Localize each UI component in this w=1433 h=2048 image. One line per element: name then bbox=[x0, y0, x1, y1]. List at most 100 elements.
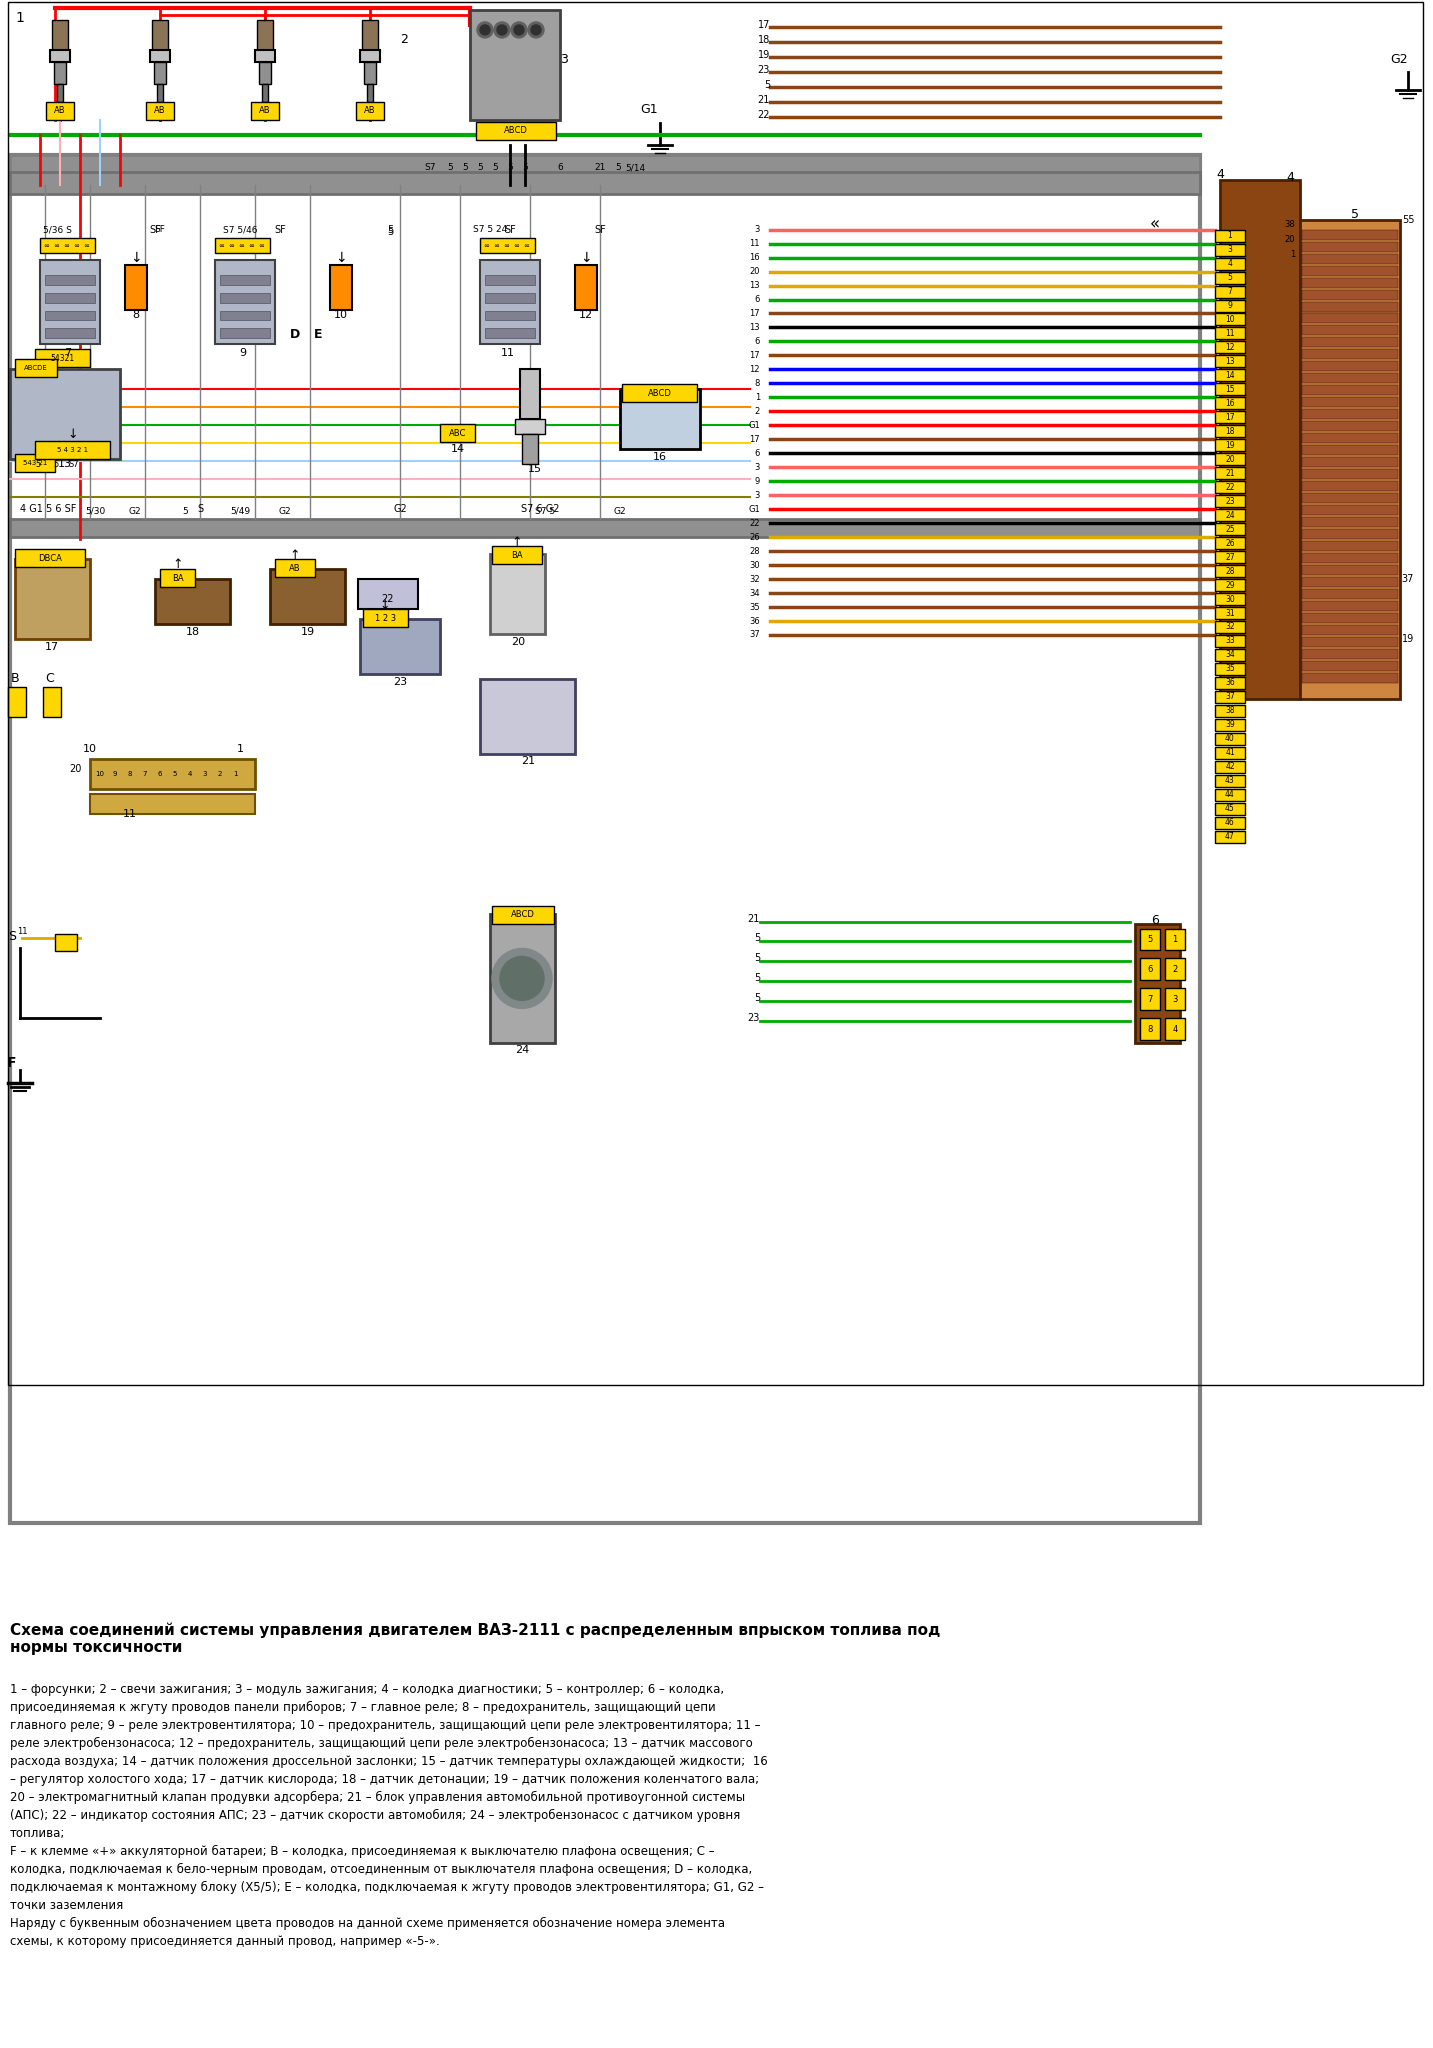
Text: ∞: ∞ bbox=[248, 242, 254, 248]
Bar bbox=[125, 264, 148, 309]
Bar bbox=[1303, 338, 1399, 348]
Text: 7: 7 bbox=[64, 348, 72, 358]
Text: Схема соединений системы управления двигателем ВАЗ-2111 с распределенным впрыско: Схема соединений системы управления двиг… bbox=[10, 1622, 940, 1655]
Text: 4: 4 bbox=[1228, 260, 1232, 268]
Text: 15: 15 bbox=[527, 465, 542, 475]
Bar bbox=[275, 559, 315, 578]
Text: 5: 5 bbox=[447, 164, 453, 172]
Bar bbox=[1215, 537, 1245, 549]
Text: 5: 5 bbox=[492, 164, 497, 172]
Text: 20 – электромагнитный клапан продувки адсорбера; 21 – блок управления автомобиль: 20 – электромагнитный клапан продувки ад… bbox=[10, 1790, 745, 1804]
Bar bbox=[1303, 506, 1399, 516]
Bar bbox=[1303, 289, 1399, 299]
Bar bbox=[1303, 279, 1399, 287]
Bar bbox=[1141, 958, 1159, 981]
Bar bbox=[1303, 422, 1399, 432]
Text: 30: 30 bbox=[749, 561, 759, 569]
Text: – регулятор холостого хода; 17 – датчик кислорода; 18 – датчик детонации; 19 – д: – регулятор холостого хода; 17 – датчик … bbox=[10, 1774, 759, 1786]
Text: 21: 21 bbox=[758, 94, 770, 104]
Text: 1: 1 bbox=[232, 770, 238, 776]
Bar bbox=[1215, 496, 1245, 508]
Text: «: « bbox=[1149, 215, 1161, 233]
Text: 42: 42 bbox=[1225, 762, 1235, 772]
Text: 29: 29 bbox=[1225, 580, 1235, 590]
Text: 2: 2 bbox=[755, 408, 759, 416]
Bar bbox=[1303, 350, 1399, 360]
Text: колодка, подключаемая к бело-черным проводам, отсоединенным от выключателя плафо: колодка, подключаемая к бело-черным пров… bbox=[10, 1864, 752, 1876]
Text: 34: 34 bbox=[1225, 651, 1235, 659]
Text: 22: 22 bbox=[749, 518, 759, 528]
Bar bbox=[259, 61, 271, 84]
Bar bbox=[1303, 229, 1399, 240]
Bar bbox=[1141, 1018, 1159, 1040]
Text: 30: 30 bbox=[1225, 594, 1235, 604]
Text: 16: 16 bbox=[749, 254, 759, 262]
Text: F – к клемме «+» аккуляторной батареи; В – колодка, присоединяемая к выключателю: F – к клемме «+» аккуляторной батареи; В… bbox=[10, 1845, 715, 1858]
Text: ↓: ↓ bbox=[580, 250, 592, 264]
Bar bbox=[1215, 356, 1245, 367]
Text: S7 5/46: S7 5/46 bbox=[222, 225, 258, 233]
Circle shape bbox=[497, 25, 507, 35]
Text: 13: 13 bbox=[57, 459, 72, 469]
Text: 12: 12 bbox=[1225, 342, 1235, 352]
Text: 21: 21 bbox=[748, 913, 759, 924]
Bar bbox=[1215, 719, 1245, 731]
Text: 5: 5 bbox=[1351, 209, 1358, 221]
Bar bbox=[363, 20, 378, 49]
Text: AB: AB bbox=[155, 106, 166, 115]
Bar bbox=[52, 20, 67, 49]
Bar bbox=[90, 795, 255, 813]
Bar bbox=[1215, 383, 1245, 395]
Bar bbox=[14, 360, 57, 377]
Text: 6: 6 bbox=[755, 295, 759, 303]
Text: 10: 10 bbox=[96, 770, 105, 776]
Bar bbox=[1215, 342, 1245, 354]
Bar bbox=[480, 680, 575, 754]
Bar bbox=[1215, 580, 1245, 592]
Text: ↑: ↑ bbox=[512, 537, 522, 549]
Bar bbox=[1303, 360, 1399, 371]
Bar bbox=[1303, 254, 1399, 264]
Text: 5: 5 bbox=[387, 225, 393, 236]
Text: 19: 19 bbox=[758, 49, 770, 59]
Text: 3: 3 bbox=[755, 225, 759, 233]
Bar bbox=[1215, 690, 1245, 702]
Text: 17: 17 bbox=[44, 641, 59, 651]
Text: Наряду с буквенным обозначением цвета проводов на данной схеме применяется обозн: Наряду с буквенным обозначением цвета пр… bbox=[10, 1917, 725, 1929]
Text: G1: G1 bbox=[748, 504, 759, 514]
Bar bbox=[1215, 397, 1245, 410]
Text: S7: S7 bbox=[69, 459, 79, 469]
Text: G2: G2 bbox=[129, 506, 142, 516]
Bar bbox=[1303, 578, 1399, 588]
Bar bbox=[1303, 457, 1399, 467]
Bar bbox=[470, 10, 560, 119]
Text: 16: 16 bbox=[653, 453, 666, 463]
Bar bbox=[90, 760, 255, 788]
Text: 11: 11 bbox=[749, 240, 759, 248]
Text: 22: 22 bbox=[381, 594, 394, 604]
Bar bbox=[1215, 426, 1245, 438]
Bar bbox=[1303, 553, 1399, 563]
Bar bbox=[1215, 453, 1245, 465]
Text: 37: 37 bbox=[1401, 573, 1414, 584]
Bar bbox=[9, 2, 1423, 1384]
Bar bbox=[40, 260, 100, 344]
Bar bbox=[153, 61, 166, 84]
Text: 4: 4 bbox=[1217, 168, 1224, 180]
Text: 5: 5 bbox=[477, 164, 483, 172]
Text: 7: 7 bbox=[1148, 995, 1152, 1004]
Text: 543 21: 543 21 bbox=[23, 461, 47, 467]
Text: 3: 3 bbox=[1228, 246, 1232, 254]
Text: 10: 10 bbox=[334, 311, 348, 319]
Text: S: S bbox=[196, 504, 203, 514]
Text: 1: 1 bbox=[1172, 936, 1178, 944]
Text: 9: 9 bbox=[755, 477, 759, 485]
Text: 11: 11 bbox=[502, 348, 514, 358]
Text: 21: 21 bbox=[522, 756, 535, 766]
Text: SF: SF bbox=[155, 225, 165, 233]
Text: 5 4 3 2 1: 5 4 3 2 1 bbox=[57, 446, 87, 453]
Bar bbox=[622, 385, 696, 401]
Text: SF: SF bbox=[149, 225, 160, 236]
Bar bbox=[1165, 989, 1185, 1010]
Text: DBCA: DBCA bbox=[39, 553, 62, 563]
